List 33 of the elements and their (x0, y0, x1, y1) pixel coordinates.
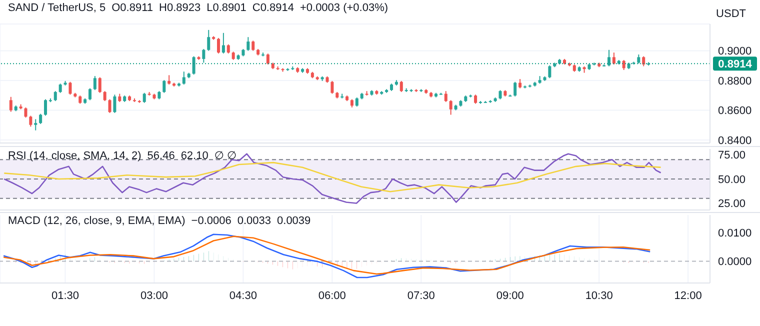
x-tick-label: 12:00 (674, 290, 702, 302)
chart-title: SAND / TetherUS, 5 (8, 2, 106, 14)
y-tick-label: 75.00 (718, 150, 746, 162)
x-tick-label: 01:30 (51, 290, 80, 302)
y-tick-label: 0.8400 (718, 134, 752, 147)
x-tick-label: 10:30 (585, 290, 613, 302)
y-tick-label: 0.0100 (718, 227, 752, 240)
y-tick-label: 0.9000 (718, 46, 752, 58)
annotation: −0.0006 (191, 215, 232, 227)
text: L0.8901 (206, 2, 246, 14)
y-tick-label: 0.0000 (718, 256, 752, 268)
text: O0.8911 (112, 2, 154, 14)
x-tick-label: 03:00 (140, 290, 168, 302)
annotation: ∅ ∅ (214, 150, 237, 162)
ref-line-label: 0.8914 (718, 58, 753, 71)
text: +0.0003 (+0.03%) (300, 2, 388, 14)
annotation: 56.46 (147, 150, 175, 162)
y-tick-label: 0.8600 (718, 105, 752, 118)
y-axis-title: USDT (716, 8, 746, 20)
x-tick-label: 06:00 (318, 290, 346, 302)
chart-title: RSI (14, close, SMA, 14, 2) (8, 150, 142, 162)
annotation: 62.10 (180, 150, 208, 162)
x-tick-label: 09:00 (496, 290, 524, 302)
x-tick-label: 04:30 (229, 290, 257, 302)
x-tick-label: 07:30 (407, 290, 435, 302)
annotation: 0.0033 (237, 215, 272, 227)
chart-title: MACD (12, 26, close, 9, EMA, EMA) (8, 215, 186, 227)
text: C0.8914 (252, 2, 294, 14)
text: H0.8923 (159, 2, 201, 14)
y-tick-label: 0.8800 (718, 75, 752, 88)
y-tick-label: 25.00 (718, 198, 746, 210)
y-tick-label: 50.00 (718, 174, 746, 186)
annotation: 0.0039 (277, 215, 311, 227)
